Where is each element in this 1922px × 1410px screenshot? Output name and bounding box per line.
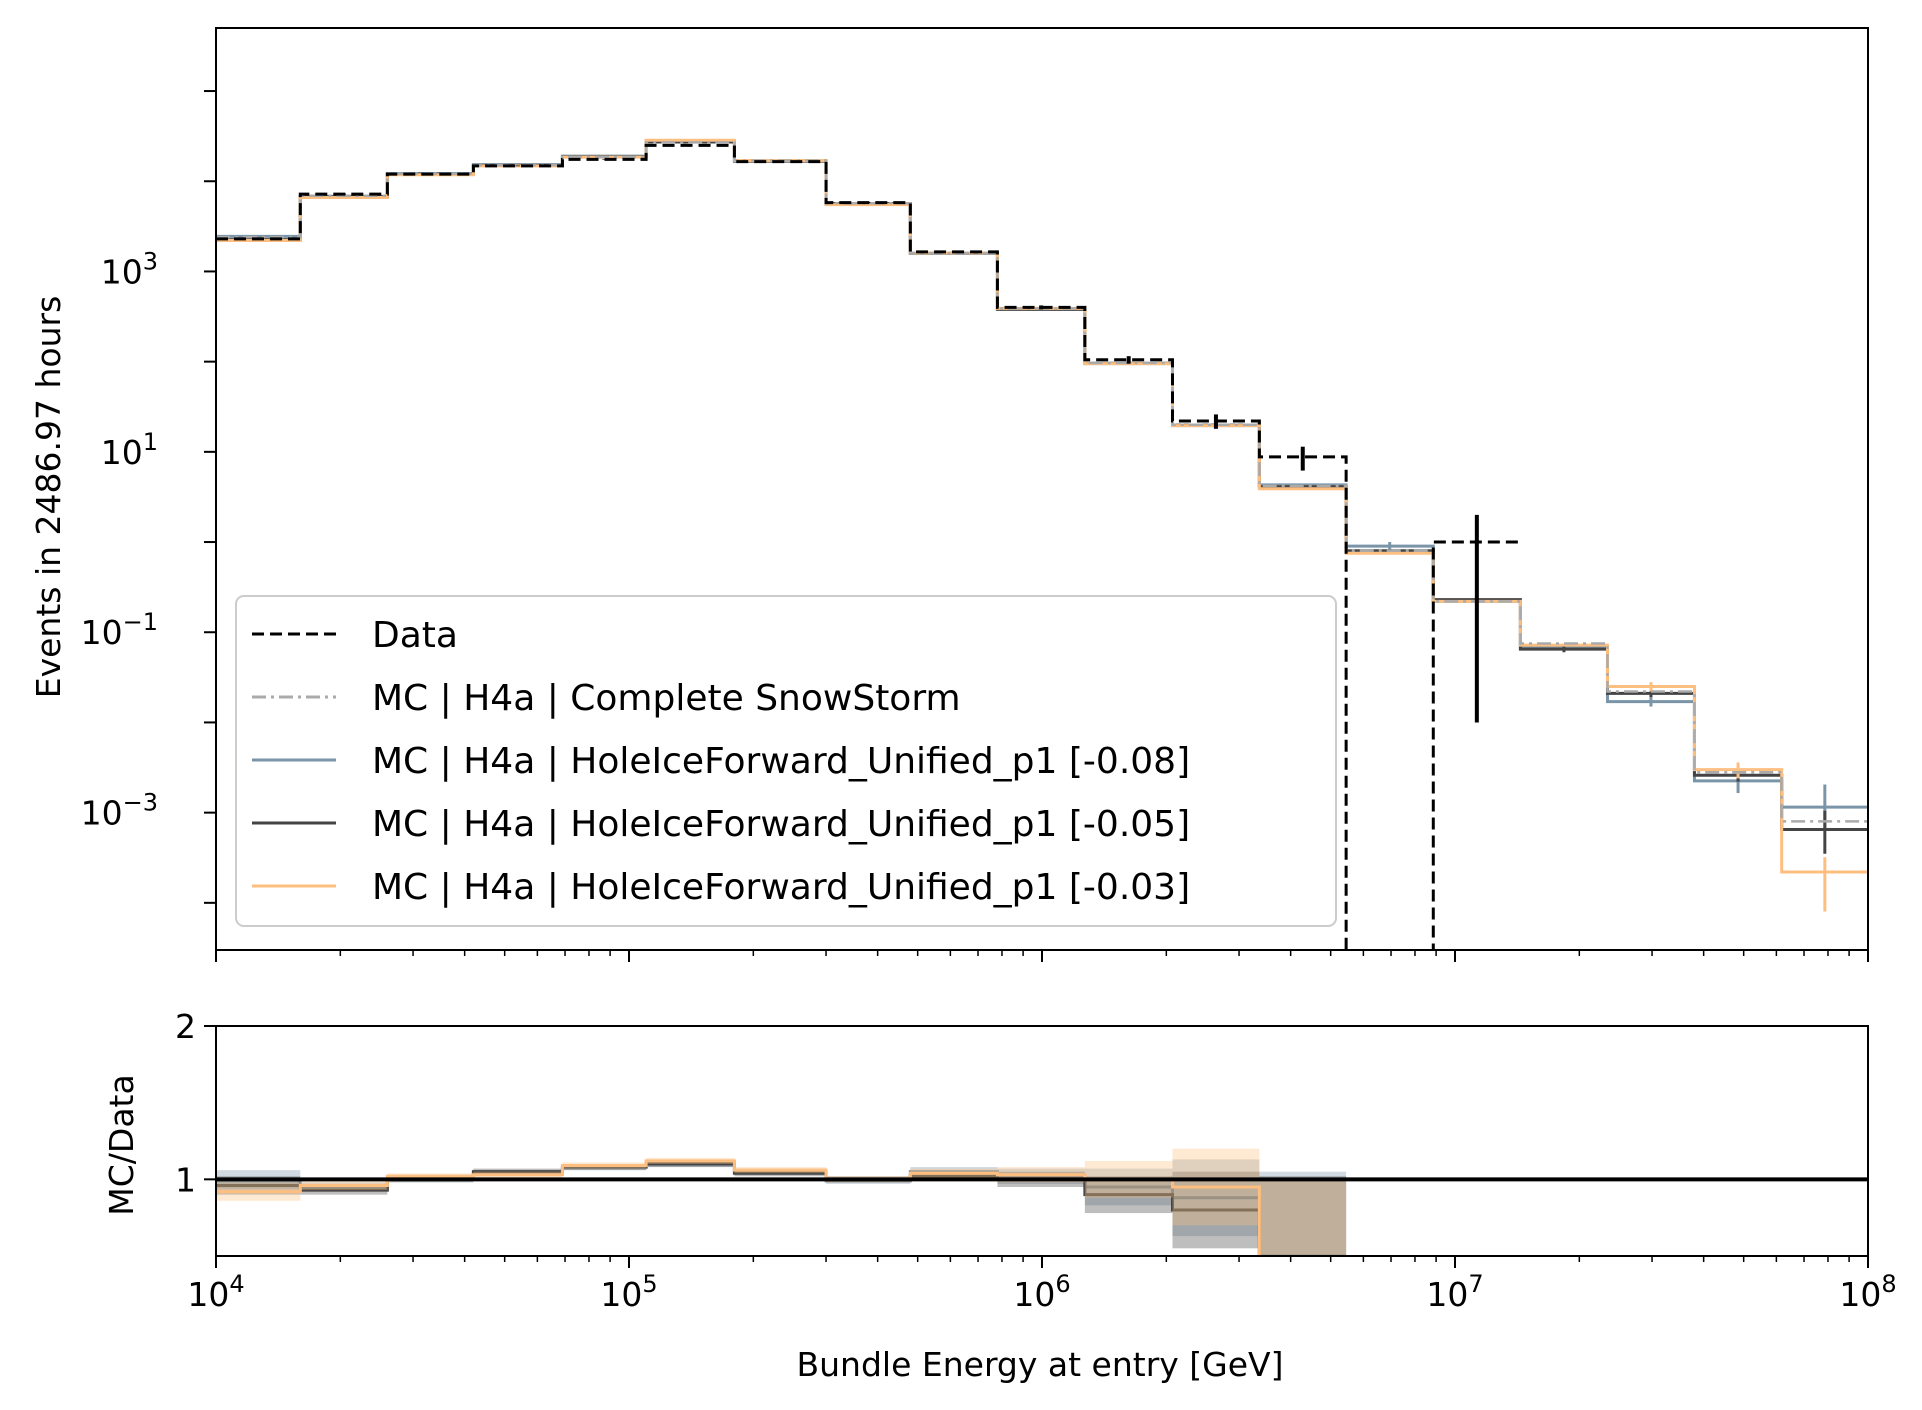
y-ticks: 103 101 10−1 10−3	[81, 90, 216, 904]
x-tick-label: 104	[187, 1270, 244, 1314]
ratio-y-ticks: 12	[175, 1007, 216, 1199]
x-tick-label: 105	[600, 1270, 657, 1314]
ratio-y-tick-label: 2	[175, 1007, 196, 1046]
legend-label: MC | H4a | HoleIceForward_Unified_p1 [-0…	[372, 741, 1190, 782]
y-axis-label: Events in 2486.97 hours	[29, 296, 68, 699]
ratio-y-axis-label: MC/Data	[102, 1074, 141, 1215]
x-axis-label: Bundle Energy at entry [GeV]	[797, 1345, 1284, 1384]
legend-label: MC | H4a | HoleIceForward_Unified_p1 [-0…	[372, 867, 1190, 908]
ratio-band	[1259, 1171, 1347, 1256]
ratio-band	[1259, 1176, 1347, 1256]
ratio-band	[1259, 1180, 1347, 1256]
x-tick-label: 107	[1426, 1270, 1483, 1314]
main-plot-panel: 103 101 10−1 10−3	[81, 27, 1869, 951]
series-data	[216, 143, 1521, 950]
x-tick-label: 106	[1013, 1270, 1070, 1314]
x-ticks: 104 105 106 107 108	[187, 950, 1897, 1314]
ratio-plot-area	[216, 1148, 1868, 1256]
legend-label: MC | H4a | Complete SnowStorm	[372, 678, 961, 719]
legend-label: Data	[372, 615, 458, 656]
legend-label: MC | H4a | HoleIceForward_Unified_p1 [-0…	[372, 804, 1190, 845]
y-tick-label: 10−3	[81, 789, 158, 833]
x-tick-label: 108	[1839, 1270, 1896, 1314]
legend-box	[235, 595, 1337, 927]
y-tick-label: 103	[101, 247, 158, 291]
ratio-axes-frame	[215, 1025, 1869, 1257]
main-plot-area	[216, 138, 1868, 950]
legend: Data MC | H4a | Complete SnowStorm MC | H4…	[235, 595, 1337, 927]
ratio-y-tick-label: 1	[175, 1160, 196, 1199]
y-tick-label: 10−1	[81, 608, 158, 652]
y-tick-label: 101	[101, 428, 158, 472]
